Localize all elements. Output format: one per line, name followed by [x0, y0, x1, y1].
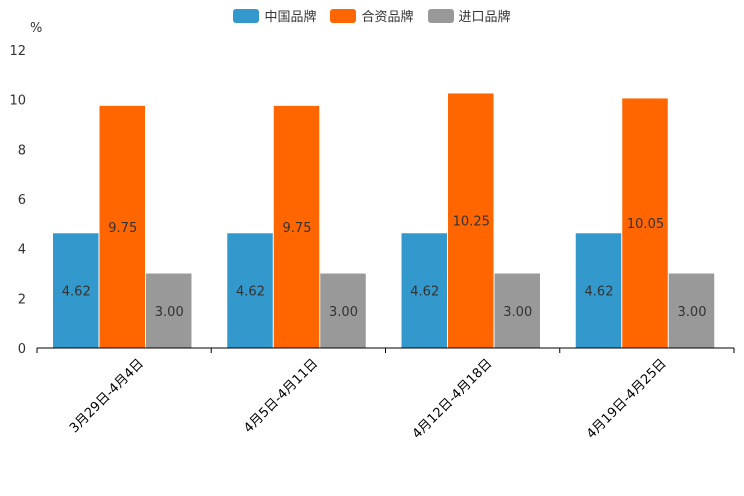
x-tick-label-2: 4月12日-4月18日: [410, 356, 496, 442]
bar-s0-c2: [401, 233, 447, 348]
bar-s1-c2: [448, 93, 494, 348]
data-label-s0-c1: 4.62: [236, 285, 265, 300]
bar-s2-c0: [146, 273, 192, 348]
y-tick-label-6: 12: [9, 44, 26, 59]
data-label-s1-c0: 9.75: [108, 221, 137, 236]
bar-s1-c3: [622, 98, 668, 348]
x-tick-label-1: 4月5日-4月11日: [241, 356, 321, 436]
data-label-s2-c3: 3.00: [678, 305, 707, 320]
y-tick-label-1: 2: [18, 292, 26, 307]
legend-item-china-brand[interactable]: 中国品牌: [233, 6, 316, 25]
legend-label-imported-brand: 进口品牌: [458, 10, 511, 25]
bar-s2-c3: [668, 273, 715, 348]
y-axis-unit-label: %: [30, 21, 43, 36]
legend-item-joint-venture-brand[interactable]: 合资品牌: [330, 6, 414, 25]
legend: 中国品牌 合资品牌 进口品牌: [0, 6, 744, 25]
legend-swatch-joint-venture-brand: [330, 8, 357, 23]
data-label-s0-c0: 4.62: [62, 285, 91, 300]
bar-s2-c1: [320, 273, 366, 348]
data-label-s2-c1: 3.00: [329, 305, 358, 320]
bar-s1-c0: [99, 105, 145, 348]
data-label-s1-c3: 10.05: [627, 217, 664, 232]
data-label-s2-c2: 3.00: [503, 305, 532, 320]
y-tick-label-4: 8: [18, 143, 26, 158]
bar-s0-c0: [53, 233, 99, 348]
bar-s1-c1: [273, 105, 320, 348]
data-label-s1-c1: 9.75: [283, 221, 312, 236]
legend-label-joint-venture-brand: 合资品牌: [361, 10, 414, 25]
data-label-s1-c2: 10.25: [453, 215, 490, 230]
bar-s0-c3: [575, 233, 622, 348]
legend-item-imported-brand[interactable]: 进口品牌: [427, 6, 511, 25]
x-tick-label-3: 4月19日-4月25日: [584, 356, 670, 442]
data-label-s2-c0: 3.00: [155, 305, 184, 320]
legend-swatch-china-brand: [233, 8, 260, 23]
legend-swatch-imported-brand: [427, 8, 454, 23]
bar-s2-c2: [494, 273, 540, 348]
bar-s0-c1: [227, 233, 273, 348]
y-tick-label-0: 0: [18, 342, 26, 357]
y-tick-label-3: 6: [18, 193, 26, 208]
y-tick-label-2: 4: [18, 243, 26, 258]
legend-label-china-brand: 中国品牌: [264, 10, 317, 25]
x-tick-label-0: 3月29日-4月4日: [67, 356, 147, 436]
data-label-s0-c3: 4.62: [585, 285, 614, 300]
data-label-s0-c2: 4.62: [410, 285, 439, 300]
y-tick-label-5: 10: [9, 94, 26, 109]
